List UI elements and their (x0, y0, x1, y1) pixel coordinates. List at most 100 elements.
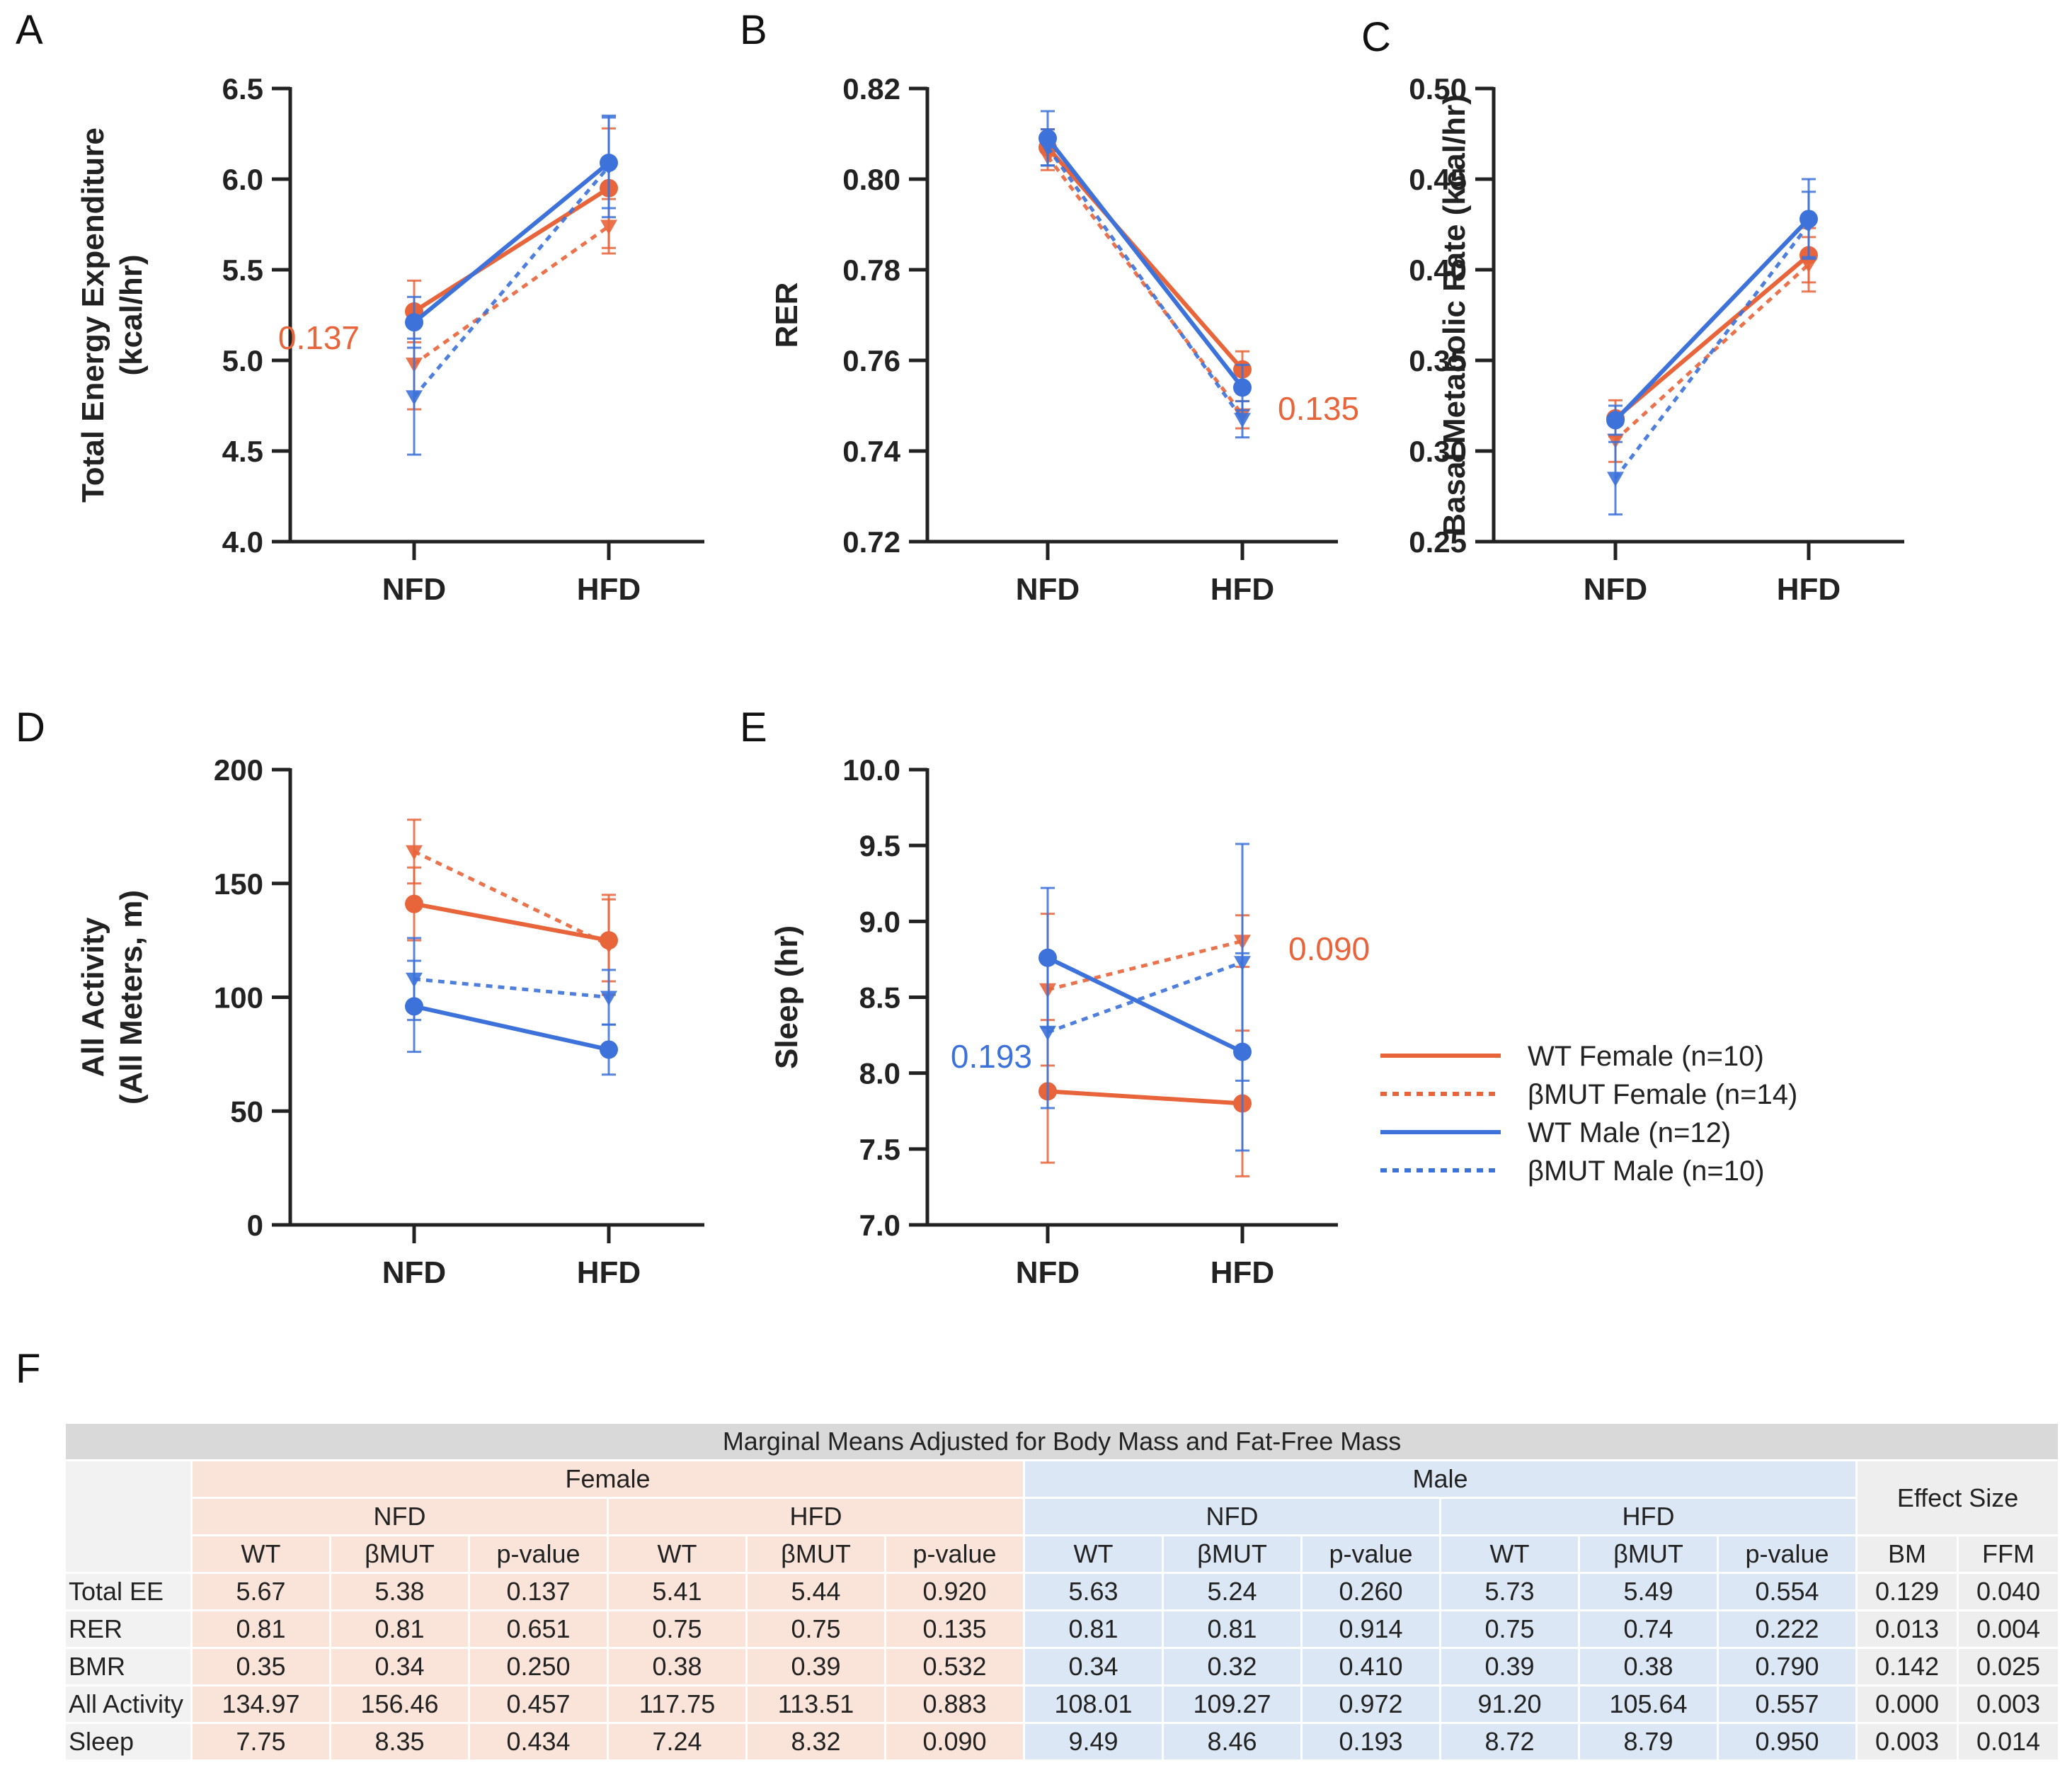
table-cell: 0.222 (1719, 1611, 1855, 1647)
series--mut-male-n-10- (1039, 843, 1251, 1109)
legend: WT Female (n=10) βMUT Female (n=14) WT Mal… (1380, 1041, 1797, 1187)
table-cell: 8.46 (1164, 1724, 1300, 1759)
table-cell: 0.883 (886, 1687, 1023, 1722)
y-tick-label: 0.74 (842, 435, 900, 468)
series-wt-male-n-12- (1606, 178, 1818, 436)
data-point-triangle (1800, 258, 1817, 273)
table-column-row: WT βMUT p-value WT βMUT p-value WT βMUT p-value W… (66, 1536, 2059, 1572)
column-header: BM (1858, 1536, 1957, 1572)
table-cell: 5.44 (748, 1574, 884, 1609)
data-point-triangle (1607, 472, 1624, 487)
series--mut-male-n-10- (1039, 128, 1251, 439)
table-cell: 0.457 (470, 1687, 607, 1722)
table-cell: 0.75 (609, 1611, 745, 1647)
series-line (413, 165, 610, 398)
series--mut-male-n-10- (406, 114, 617, 456)
y-tick-label: 6.0 (222, 163, 263, 196)
table-cell: 0.651 (470, 1611, 607, 1647)
group-header-male: Male (1025, 1461, 1855, 1497)
series-wt-male-n-12- (1038, 886, 1252, 1152)
table-cell: 8.72 (1441, 1724, 1578, 1759)
series-line (1046, 146, 1244, 421)
data-point-triangle (600, 219, 617, 235)
table-cell: 0.135 (886, 1611, 1023, 1647)
y-tick-label: 0.45 (1409, 163, 1467, 196)
chart-panel-e: E 7.0 7.5 8.0 8.5 9.0 9.5 10.0 NFD HFD Sleep (hr) 0… (740, 704, 1370, 1290)
series-line (1614, 253, 1810, 421)
data-point-triangle (600, 160, 617, 176)
y-tick-label: 10.0 (842, 753, 900, 787)
data-point-triangle (1234, 413, 1251, 428)
y-tick-label: 9.0 (859, 905, 900, 938)
y-axis-title: Sleep (hr) (769, 925, 804, 1069)
y-tick-label: 0.76 (842, 344, 900, 377)
y-tick-label: 50 (230, 1095, 263, 1128)
y-tick-label: 0.82 (842, 72, 900, 105)
data-point-circle (405, 894, 423, 913)
series-line (413, 161, 610, 324)
x-tick-label: NFD (1584, 572, 1647, 607)
table-cell: 0.554 (1719, 1574, 1855, 1609)
x-tick-label: HFD (1211, 572, 1274, 607)
table-cell: 0.013 (1858, 1611, 1957, 1647)
diet-header: HFD (609, 1499, 1023, 1534)
panel-letter-f: F (16, 1346, 41, 1392)
series-line (413, 977, 610, 999)
y-tick-label: 5.5 (222, 253, 263, 287)
table-cell: 8.79 (1580, 1724, 1717, 1759)
table-cell: 8.32 (748, 1724, 884, 1759)
chart-panel-b: B 0.72 0.74 0.76 0.78 0.80 0.82 NFD HFD RER 0.135 (740, 7, 1359, 607)
column-header: WT (609, 1536, 745, 1572)
table-row: Total EE 5.67 5.38 0.137 5.41 5.44 0.920 5.63 5.… (66, 1574, 2059, 1609)
diet-header: HFD (1441, 1499, 1855, 1534)
series-line (1046, 146, 1244, 371)
table-cell: 108.01 (1025, 1687, 1162, 1722)
series--mut-male-n-10- (406, 937, 617, 1026)
table-cell: 0.81 (193, 1611, 329, 1647)
series-wt-female-n-10- (1038, 1019, 1252, 1177)
table-cell: 0.38 (1580, 1649, 1717, 1684)
data-point-triangle (406, 390, 423, 406)
y-axis-title: RER (769, 283, 804, 348)
y-tick-label: 0.80 (842, 163, 900, 196)
table-row: BMR 0.35 0.34 0.250 0.38 0.39 0.532 0.34 0.32 0.4… (66, 1649, 2059, 1684)
column-header: p-value (470, 1536, 607, 1572)
y-tick-label: 150 (214, 867, 263, 901)
table-row: RER 0.81 0.81 0.651 0.75 0.75 0.135 0.81 0.81 0.9… (66, 1611, 2059, 1647)
series-wt-female-n-10- (405, 866, 618, 983)
table-cell: 0.142 (1858, 1649, 1957, 1684)
table-cell: 0.32 (1164, 1649, 1300, 1684)
table-cell: 0.950 (1719, 1724, 1855, 1759)
table-cell: 0.920 (886, 1574, 1023, 1609)
diet-header: NFD (193, 1499, 607, 1534)
series-line (1046, 137, 1244, 389)
row-label: All Activity (66, 1687, 190, 1722)
p-value-annotation: 0.090 (1288, 930, 1370, 967)
figure-charts: A 4.0 4.5 5.0 5.5 6.0 6.5 NFD HFD Total Energy Ex… (16, 7, 1904, 1290)
table-cell: 0.532 (886, 1649, 1023, 1684)
y-tick-label: 8.5 (859, 981, 900, 1015)
column-header: βMUT (331, 1536, 468, 1572)
y-tick-label: 6.5 (222, 72, 263, 105)
y-axis-title-line: (kcal/hr) (114, 254, 149, 375)
y-tick-label: 5.0 (222, 344, 263, 377)
series-wt-male-n-12- (405, 959, 618, 1076)
row-label: RER (66, 1611, 190, 1647)
y-tick-label: 0.78 (842, 253, 900, 287)
table-cell: 8.35 (331, 1724, 468, 1759)
table-cell: 5.38 (331, 1574, 468, 1609)
p-value-annotation: 0.137 (278, 319, 360, 356)
table-title: Marginal Means Adjusted for Body Mass an… (66, 1424, 2059, 1459)
panel-letter-d: D (16, 704, 45, 751)
table-cell: 0.39 (1441, 1649, 1578, 1684)
table-cell: 0.434 (470, 1724, 607, 1759)
series-line (1047, 960, 1243, 1034)
table-cell: 0.260 (1303, 1574, 1439, 1609)
legend-label: WT Female (n=10) (1528, 1041, 1764, 1072)
table-row: All Activity 134.97 156.46 0.457 117.75 113.5… (66, 1687, 2059, 1722)
marginal-means-table-wrap: Marginal Means Adjusted for Body Mass an… (64, 1422, 2059, 1762)
y-tick-label: 9.5 (859, 829, 900, 862)
column-header: WT (1441, 1536, 1578, 1572)
y-tick-label: 0.40 (1409, 253, 1467, 287)
table-cell: 0.014 (1959, 1724, 2059, 1759)
